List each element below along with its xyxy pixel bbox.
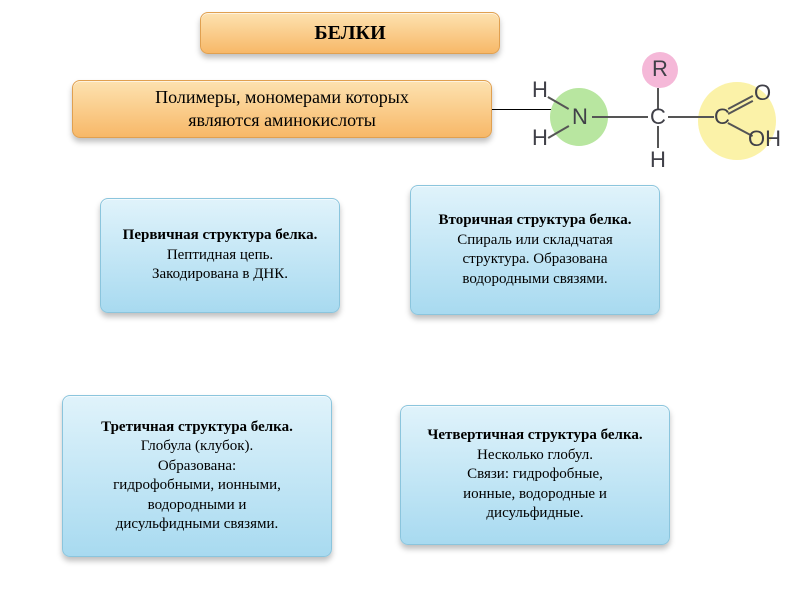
secondary-text-3: водородными связями. [462, 270, 607, 290]
primary-text-2: Закодирована в ДНК. [152, 265, 288, 285]
subtitle-line2: являются аминокислоты [188, 109, 376, 132]
amino-acid-diagram: H H N C R H C O OH [530, 70, 790, 190]
subtitle-line1: Полимеры, мономерами которых [155, 86, 409, 109]
primary-text-1: Пептидная цепь. [167, 246, 273, 266]
quaternary-text-3: ионные, водородные и [463, 485, 607, 505]
subtitle-card: Полимеры, мономерами которых являются ам… [72, 80, 492, 138]
tertiary-heading: Третичная структура белка. [101, 418, 293, 438]
bond-cc [668, 116, 714, 118]
primary-heading: Первичная структура белка. [123, 226, 318, 246]
label-h-top: H [532, 77, 548, 103]
secondary-structure-card: Вторичная структура белка. Спираль или с… [410, 185, 660, 315]
secondary-text-2: структура. Образована [463, 250, 608, 270]
primary-structure-card: Первичная структура белка. Пептидная цеп… [100, 198, 340, 313]
tertiary-structure-card: Третичная структура белка. Глобула (клуб… [62, 395, 332, 557]
tertiary-text-5: дисульфидными связями. [116, 515, 279, 535]
label-o: O [754, 80, 771, 106]
label-c-carb: C [714, 104, 730, 130]
quaternary-text-2: Связи: гидрофобные, [467, 465, 603, 485]
tertiary-text-2: Образована: [158, 457, 236, 477]
secondary-text-1: Спираль или складчатая [457, 231, 613, 251]
quaternary-text-4: дисульфидные. [486, 504, 583, 524]
label-h-bot: H [532, 125, 548, 151]
bond-nc [592, 116, 648, 118]
title-card: БЕЛКИ [200, 12, 500, 54]
quaternary-structure-card: Четвертичная структура белка. Несколько … [400, 405, 670, 545]
quaternary-text-1: Несколько глобул. [477, 446, 593, 466]
tertiary-text-4: водородными и [148, 496, 247, 516]
label-r: R [652, 56, 668, 82]
title-text: БЕЛКИ [314, 20, 385, 46]
label-n: N [572, 104, 588, 130]
label-h-below: H [650, 147, 666, 173]
tertiary-text-3: гидрофобными, ионными, [113, 476, 281, 496]
tertiary-text-1: Глобула (клубок). [141, 437, 254, 457]
label-c-alpha: C [650, 104, 666, 130]
label-oh: OH [748, 126, 781, 152]
quaternary-heading: Четвертичная структура белка. [427, 426, 642, 446]
secondary-heading: Вторичная структура белка. [439, 211, 632, 231]
